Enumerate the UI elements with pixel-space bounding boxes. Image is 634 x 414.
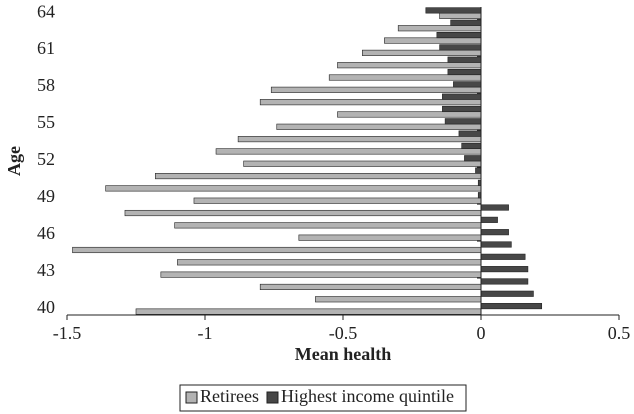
y-tick-label: 64 bbox=[37, 1, 55, 21]
bar bbox=[362, 49, 482, 56]
bar bbox=[439, 44, 482, 51]
y-tick-label: 55 bbox=[37, 112, 55, 132]
bar bbox=[453, 81, 482, 88]
y-tick-label: 58 bbox=[37, 75, 55, 95]
bar bbox=[135, 308, 482, 315]
legend-label: Highest income quintile bbox=[281, 386, 454, 406]
bar bbox=[447, 68, 482, 76]
bar bbox=[439, 12, 482, 19]
bar bbox=[384, 37, 482, 44]
bar bbox=[480, 253, 526, 260]
bar bbox=[259, 283, 482, 291]
bar bbox=[337, 111, 482, 118]
legend-swatch bbox=[185, 391, 198, 404]
y-tick-label: 46 bbox=[37, 223, 55, 243]
bar bbox=[298, 234, 482, 241]
bar bbox=[447, 56, 482, 63]
bar bbox=[193, 197, 482, 204]
x-axis-label: Mean health bbox=[295, 344, 392, 364]
bar bbox=[177, 259, 482, 266]
bar bbox=[480, 278, 529, 285]
legend-swatch bbox=[266, 391, 279, 404]
bar bbox=[425, 7, 482, 14]
y-tick-label: 61 bbox=[37, 38, 55, 58]
bar bbox=[155, 173, 482, 180]
bar bbox=[475, 167, 482, 174]
y-tick-label: 43 bbox=[37, 260, 55, 280]
bar bbox=[480, 266, 529, 273]
y-tick-label: 52 bbox=[37, 149, 55, 169]
bar bbox=[461, 142, 482, 149]
bar bbox=[480, 216, 498, 223]
bar bbox=[480, 290, 534, 297]
bar bbox=[237, 136, 482, 143]
bar bbox=[464, 155, 482, 162]
bar bbox=[397, 25, 482, 32]
y-tick-label: 40 bbox=[37, 297, 55, 317]
bar bbox=[337, 62, 482, 69]
bar bbox=[160, 271, 482, 278]
bar bbox=[480, 229, 509, 236]
x-tick-label: 0 bbox=[477, 323, 486, 343]
bar bbox=[215, 148, 482, 155]
x-tick-label: -0.5 bbox=[329, 323, 358, 343]
bar bbox=[480, 204, 509, 211]
bar bbox=[174, 222, 482, 229]
bar bbox=[72, 246, 482, 254]
bar bbox=[444, 118, 482, 125]
bar bbox=[105, 185, 482, 192]
bar bbox=[270, 86, 482, 93]
bar bbox=[458, 130, 482, 137]
y-tick-label: 49 bbox=[37, 186, 55, 206]
bar bbox=[450, 19, 482, 26]
bar bbox=[328, 74, 482, 81]
y-axis-label: Age bbox=[4, 146, 24, 176]
bar bbox=[442, 93, 482, 100]
bar bbox=[259, 99, 482, 106]
x-tick-label: -1 bbox=[198, 323, 213, 343]
x-tick-label: -1.5 bbox=[53, 323, 82, 343]
bar bbox=[436, 31, 482, 39]
bar bbox=[243, 160, 482, 167]
legend-label: Retirees bbox=[200, 386, 259, 406]
legend-box bbox=[179, 384, 467, 412]
bar bbox=[442, 105, 482, 113]
bar bbox=[480, 303, 543, 310]
bar bbox=[480, 241, 512, 248]
bar bbox=[124, 209, 482, 217]
bar bbox=[315, 296, 482, 303]
x-tick-label: 0.5 bbox=[608, 323, 631, 343]
bar bbox=[276, 123, 482, 130]
